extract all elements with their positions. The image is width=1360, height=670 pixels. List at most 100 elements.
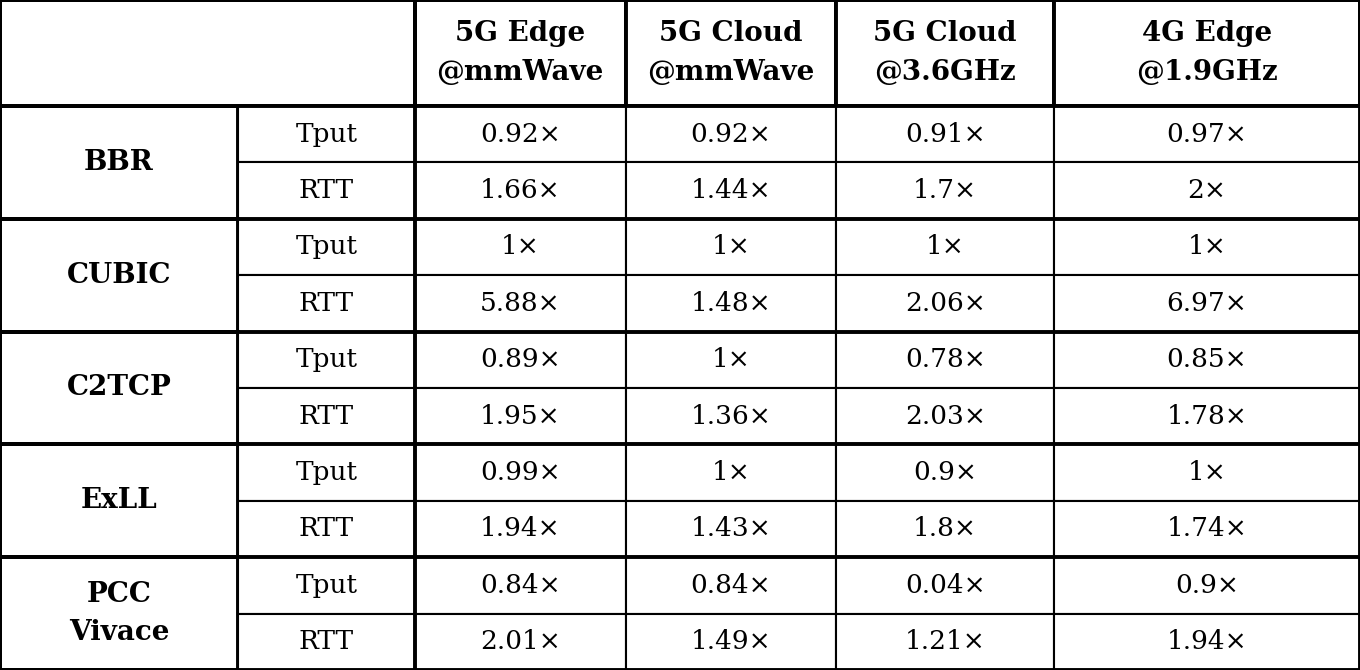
Bar xyxy=(1054,275,1360,332)
Bar xyxy=(415,614,626,670)
Bar xyxy=(238,218,415,275)
Text: 1.36×: 1.36× xyxy=(691,403,771,429)
Text: 0.04×: 0.04× xyxy=(904,573,986,598)
Bar xyxy=(626,614,836,670)
Bar xyxy=(415,275,626,332)
Bar xyxy=(1054,332,1360,388)
Bar xyxy=(626,557,836,614)
Text: 1.48×: 1.48× xyxy=(691,291,771,316)
Bar xyxy=(0,106,238,218)
Text: 5G Edge
@mmWave: 5G Edge @mmWave xyxy=(437,19,604,86)
Bar xyxy=(1054,444,1360,500)
Bar xyxy=(1054,388,1360,444)
Text: 0.92×: 0.92× xyxy=(691,121,771,147)
Text: 0.78×: 0.78× xyxy=(904,347,986,373)
Bar xyxy=(0,218,238,332)
Bar xyxy=(836,388,1054,444)
Bar xyxy=(626,162,836,218)
Bar xyxy=(238,444,415,500)
Bar xyxy=(836,0,1054,106)
Bar xyxy=(1054,614,1360,670)
Bar xyxy=(626,218,836,275)
Bar xyxy=(626,444,836,500)
Bar xyxy=(238,162,415,218)
Bar xyxy=(415,218,626,275)
Bar xyxy=(238,106,415,162)
Text: 2.03×: 2.03× xyxy=(904,403,986,429)
Bar xyxy=(1054,162,1360,218)
Text: 0.91×: 0.91× xyxy=(904,121,986,147)
Text: 1.7×: 1.7× xyxy=(913,178,978,203)
Text: 1.66×: 1.66× xyxy=(480,178,560,203)
Bar xyxy=(836,106,1054,162)
Text: 1.44×: 1.44× xyxy=(691,178,771,203)
Bar xyxy=(836,218,1054,275)
Bar xyxy=(0,0,415,106)
Text: RTT: RTT xyxy=(299,629,354,655)
Bar xyxy=(415,388,626,444)
Bar xyxy=(1054,0,1360,106)
Text: ExLL: ExLL xyxy=(80,487,158,515)
Bar xyxy=(1054,557,1360,614)
Text: 1×: 1× xyxy=(926,234,964,259)
Text: 2.06×: 2.06× xyxy=(904,291,986,316)
Bar xyxy=(626,388,836,444)
Text: Tput: Tput xyxy=(295,460,358,485)
Bar xyxy=(415,0,626,106)
Bar xyxy=(415,444,626,500)
Bar xyxy=(238,557,415,614)
Bar xyxy=(238,614,415,670)
Text: Tput: Tput xyxy=(295,121,358,147)
Text: 1.8×: 1.8× xyxy=(913,517,978,541)
Text: 1×: 1× xyxy=(1187,460,1227,485)
Bar xyxy=(415,557,626,614)
Bar xyxy=(836,500,1054,557)
Text: 0.89×: 0.89× xyxy=(480,347,560,373)
Text: RTT: RTT xyxy=(299,291,354,316)
Bar xyxy=(626,332,836,388)
Text: 1×: 1× xyxy=(500,234,540,259)
Text: 2×: 2× xyxy=(1187,178,1227,203)
Text: 1.95×: 1.95× xyxy=(480,403,560,429)
Bar xyxy=(836,275,1054,332)
Bar xyxy=(415,332,626,388)
Text: RTT: RTT xyxy=(299,178,354,203)
Text: 0.97×: 0.97× xyxy=(1167,121,1247,147)
Bar xyxy=(836,444,1054,500)
Text: 4G Edge
@1.9GHz: 4G Edge @1.9GHz xyxy=(1136,19,1278,86)
Bar xyxy=(836,614,1054,670)
Text: 1.43×: 1.43× xyxy=(691,517,771,541)
Bar xyxy=(415,106,626,162)
Bar xyxy=(1054,500,1360,557)
Bar xyxy=(836,557,1054,614)
Text: RTT: RTT xyxy=(299,403,354,429)
Bar xyxy=(238,275,415,332)
Text: 1.78×: 1.78× xyxy=(1167,403,1247,429)
Bar xyxy=(836,332,1054,388)
Text: C2TCP: C2TCP xyxy=(67,375,171,401)
Bar xyxy=(238,500,415,557)
Bar xyxy=(626,0,836,106)
Text: 0.92×: 0.92× xyxy=(480,121,560,147)
Text: 0.99×: 0.99× xyxy=(480,460,560,485)
Text: PCC
Vivace: PCC Vivace xyxy=(69,582,169,646)
Text: 5G Cloud
@mmWave: 5G Cloud @mmWave xyxy=(647,19,815,86)
Text: CUBIC: CUBIC xyxy=(67,261,171,289)
Bar xyxy=(1054,218,1360,275)
Text: 1.49×: 1.49× xyxy=(691,629,771,655)
Bar xyxy=(626,500,836,557)
Bar xyxy=(836,162,1054,218)
Text: 6.97×: 6.97× xyxy=(1167,291,1247,316)
Text: 0.9×: 0.9× xyxy=(913,460,978,485)
Text: 1.94×: 1.94× xyxy=(1167,629,1247,655)
Text: 1×: 1× xyxy=(1187,234,1227,259)
Text: 1×: 1× xyxy=(711,234,751,259)
Text: 0.84×: 0.84× xyxy=(691,573,771,598)
Text: 1.74×: 1.74× xyxy=(1167,517,1247,541)
Text: BBR: BBR xyxy=(84,149,154,176)
Bar xyxy=(626,106,836,162)
Text: Tput: Tput xyxy=(295,573,358,598)
Text: 1.94×: 1.94× xyxy=(480,517,560,541)
Bar xyxy=(0,332,238,444)
Bar xyxy=(415,500,626,557)
